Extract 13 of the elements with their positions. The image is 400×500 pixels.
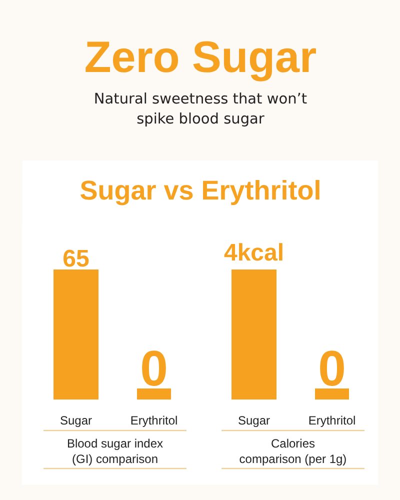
x-tick-label: Sugar [60, 414, 92, 428]
data-label: 0 [318, 340, 346, 396]
text: Natural sweetness that won’t spike blood sugar [94, 92, 308, 128]
x-tick-label: Sugar [238, 414, 270, 428]
x-tick-label: Erythritol [130, 414, 178, 428]
x-tick-label: Erythritol [308, 414, 356, 428]
data-label: 65 [62, 246, 90, 272]
text: Zero Sugar [84, 33, 317, 82]
x-axis-title: Calories comparison (per 1g) [239, 436, 347, 466]
data-label: 4kcal [224, 240, 284, 266]
data-label: 0 [140, 340, 168, 396]
x-axis-title: Blood sugar index (GI) comparison [66, 436, 164, 466]
text: Sugar vs Erythritol [80, 176, 322, 206]
